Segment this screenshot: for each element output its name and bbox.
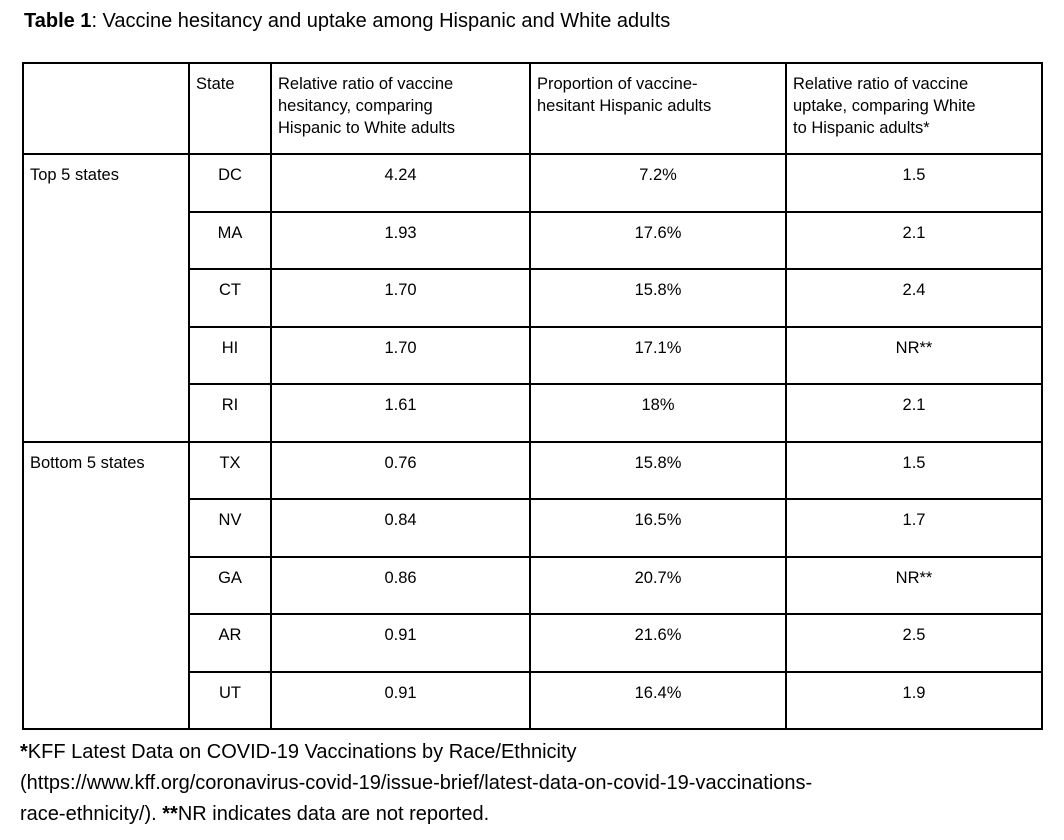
uptake-cell: 1.5 (785, 153, 1043, 213)
state-cell: DC (188, 153, 272, 213)
table-row: Top 5 states DC 4.24 7.2% 1.5 (22, 153, 1043, 443)
state-cell: CT (188, 268, 272, 328)
table-row: CT 1.70 15.8% 2.4 (23, 268, 1043, 328)
table-title: Table 1: Vaccine hesitancy and uptake am… (24, 8, 1042, 34)
uptake-cell: 2.5 (785, 613, 1043, 673)
header-group-cell (22, 62, 190, 155)
hesitancy-cell: 1.70 (270, 325, 531, 385)
header-hesitancy-ratio: Relative ratio of vaccine hesitancy, com… (270, 62, 531, 155)
state-cell: RI (188, 383, 272, 443)
proportion-cell: 16.5% (529, 498, 787, 558)
footnote-marker-1: * (20, 741, 28, 763)
header-uptake-ratio: Relative ratio of vaccine uptake, compar… (785, 62, 1043, 155)
table-header-row: State Relative ratio of vaccine hesitanc… (22, 62, 1043, 155)
state-cell: UT (188, 670, 272, 730)
proportion-cell: 7.2% (529, 153, 787, 213)
proportion-cell: 21.6% (529, 613, 787, 673)
uptake-cell: 2.1 (785, 210, 1043, 270)
table-row: Bottom 5 states TX 0.76 15.8% 1.5 (22, 440, 1043, 730)
hesitancy-cell: 0.91 (270, 670, 531, 730)
uptake-cell: NR** (785, 325, 1043, 385)
hesitancy-cell: 0.91 (270, 613, 531, 673)
state-cell: AR (188, 613, 272, 673)
table-row: NV 0.84 16.5% 1.7 (23, 498, 1043, 558)
table-row: GA 0.86 20.7% NR** (23, 555, 1043, 615)
state-cell: TX (188, 440, 272, 500)
footnote-nr-text: NR indicates data are not reported. (177, 803, 490, 825)
table-row: MA 1.93 17.6% 2.1 (23, 210, 1043, 270)
group-label-bottom-5-states: Bottom 5 states (22, 440, 190, 730)
uptake-cell: 1.7 (785, 498, 1043, 558)
proportion-cell: 15.8% (529, 268, 787, 328)
hesitancy-cell: 1.93 (270, 210, 531, 270)
hesitancy-cell: 4.24 (270, 153, 531, 213)
footnote-marker-2: ** (162, 803, 178, 825)
hesitancy-cell: 1.70 (270, 268, 531, 328)
proportion-cell: 18% (529, 383, 787, 443)
uptake-cell: 1.9 (785, 670, 1043, 730)
proportion-cell: 17.6% (529, 210, 787, 270)
proportion-cell: 16.4% (529, 670, 787, 730)
header-proportion: Proportion of vaccine- hesitant Hispanic… (529, 62, 787, 155)
table-row: RI 1.61 18% 2.1 (23, 383, 1043, 443)
state-cell: MA (188, 210, 272, 270)
hesitancy-cell: 1.61 (270, 383, 531, 443)
uptake-cell: 2.4 (785, 268, 1043, 328)
hesitancy-cell: 0.84 (270, 498, 531, 558)
header-state: State (188, 62, 272, 155)
table-row: UT 0.91 16.4% 1.9 (23, 670, 1043, 730)
hesitancy-cell: 0.86 (270, 555, 531, 615)
group-label-top-5-states: Top 5 states (22, 153, 190, 443)
uptake-cell: NR** (785, 555, 1043, 615)
state-cell: NV (188, 498, 272, 558)
hesitancy-cell: 0.76 (270, 440, 531, 500)
proportion-cell: 17.1% (529, 325, 787, 385)
state-cell: HI (188, 325, 272, 385)
proportion-cell: 20.7% (529, 555, 787, 615)
uptake-cell: 2.1 (785, 383, 1043, 443)
footnote-source-text: KFF Latest Data on COVID-19 Vaccinations… (20, 741, 813, 825)
table-row: HI 1.70 17.1% NR** (23, 325, 1043, 385)
proportion-cell: 15.8% (529, 440, 787, 500)
footnote: *KFF Latest Data on COVID-19 Vaccination… (20, 737, 1042, 830)
table-title-text: : Vaccine hesitancy and uptake among His… (91, 10, 671, 32)
vaccine-table: State Relative ratio of vaccine hesitanc… (22, 62, 1043, 730)
table-title-label: Table 1 (24, 10, 92, 32)
uptake-cell: 1.5 (785, 440, 1043, 500)
state-cell: GA (188, 555, 272, 615)
table-row: AR 0.91 21.6% 2.5 (23, 613, 1043, 673)
